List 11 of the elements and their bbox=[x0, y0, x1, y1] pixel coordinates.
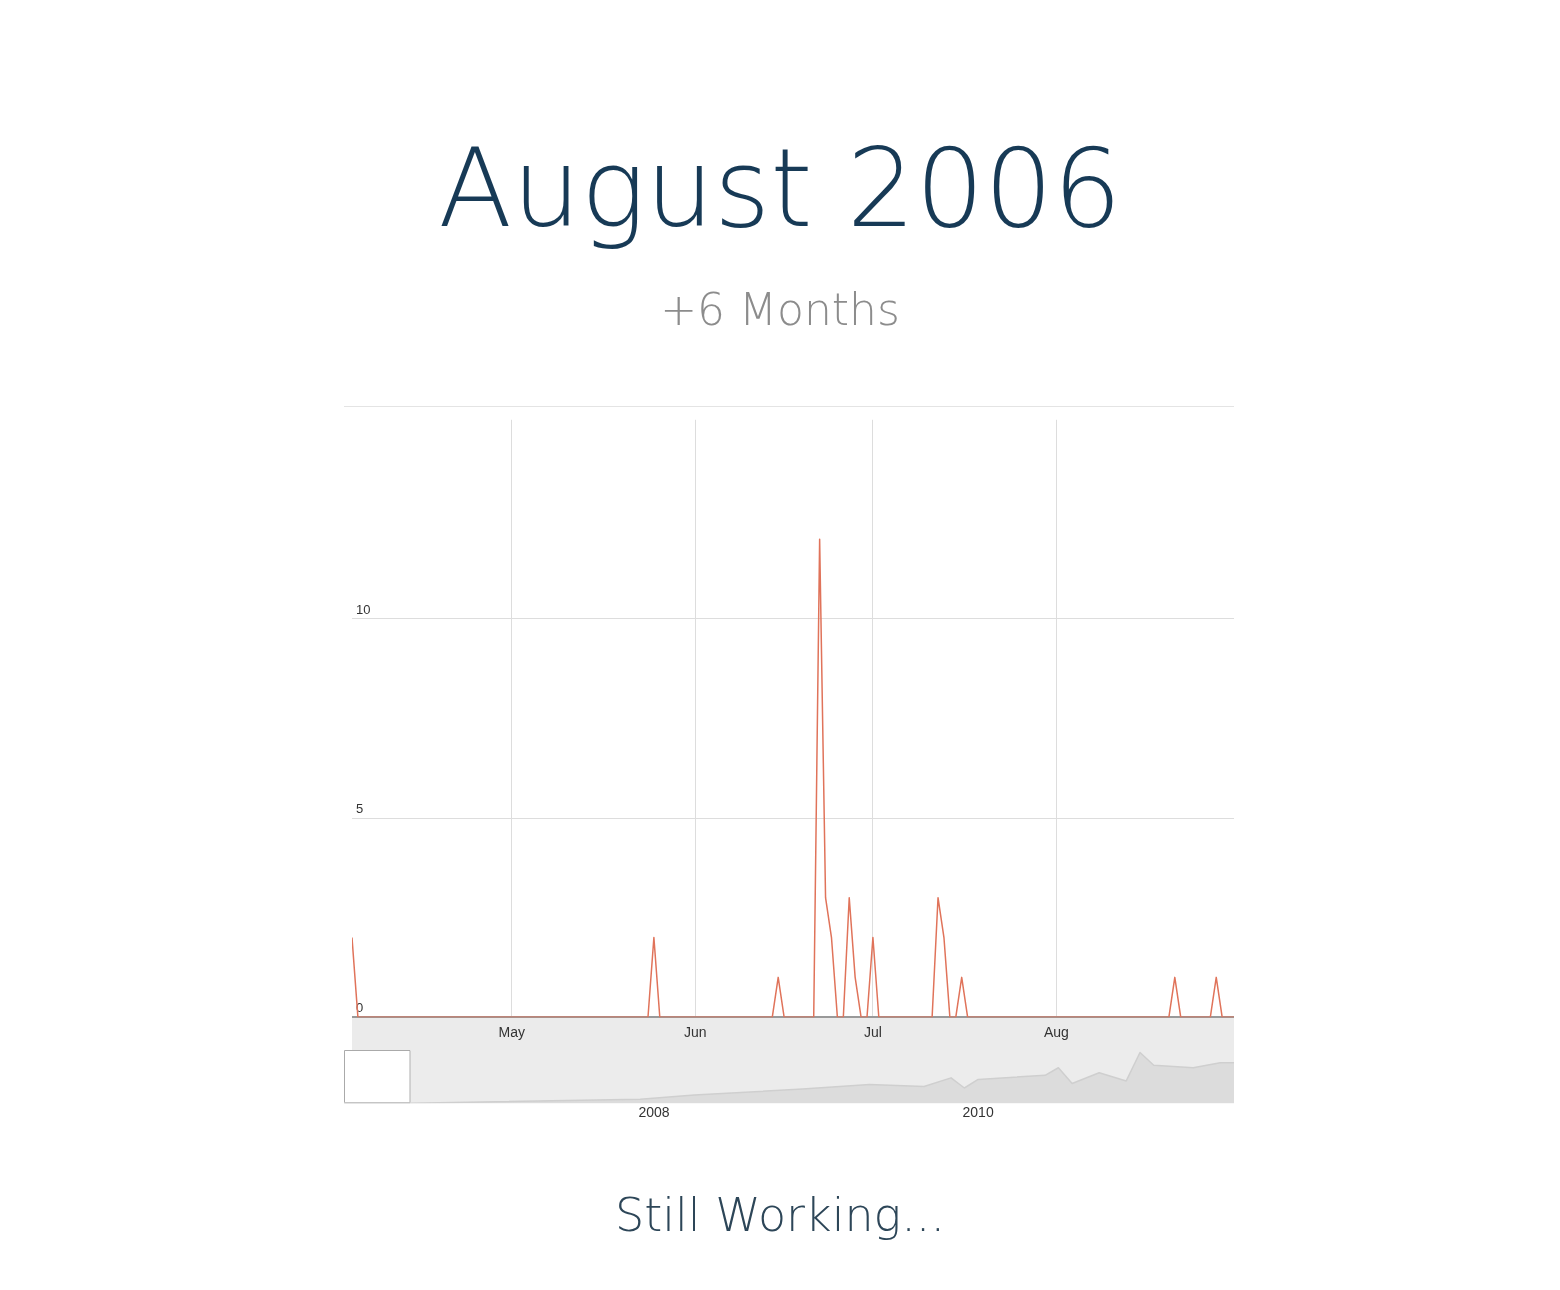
x-tick-label: 2010 bbox=[962, 1104, 994, 1121]
chart-subtitle: +6 Months bbox=[659, 284, 901, 335]
x-tick-label: Aug bbox=[1043, 1024, 1069, 1041]
y-tick-label: 5 bbox=[356, 800, 364, 816]
x-tick-label: May bbox=[498, 1024, 526, 1041]
text: Still Working... bbox=[613, 1188, 947, 1242]
x-tick-label: Jul bbox=[863, 1024, 882, 1041]
x-tick-label: 2008 bbox=[638, 1104, 670, 1121]
y-tick-label: 10 bbox=[356, 601, 371, 617]
chart-title: August 2006 bbox=[437, 126, 1123, 251]
x-tick-label: Jun bbox=[684, 1024, 707, 1041]
